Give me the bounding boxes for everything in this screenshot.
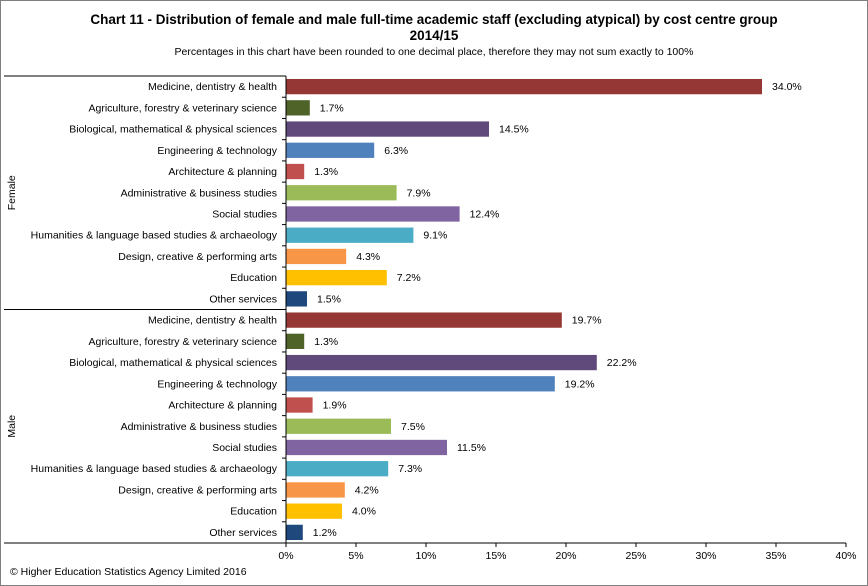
data-label: 1.2% [313,527,337,539]
data-label: 1.9% [323,400,347,412]
data-label: 4.2% [355,484,379,496]
chart-subtitle: Percentages in this chart have been roun… [174,46,694,58]
bar-female-design-creative-performing-arts [286,248,347,265]
data-label: 22.2% [607,357,637,369]
data-label: 19.2% [565,378,595,390]
group-label-male: Male [6,415,18,438]
bar-male-architecture-planning [286,397,313,413]
data-label: 7.9% [407,187,431,199]
data-label: 4.3% [356,251,380,263]
bar-male-engineering-technology [286,376,555,392]
category-label-design-creative-performing-arts: Design, creative & performing arts [118,484,277,496]
copyright-footer: © Higher Education Statistics Agency Lim… [10,566,247,578]
category-label-medicine-dentistry-health: Medicine, dentistry & health [148,315,277,327]
category-label-administrative-business-studies: Administrative & business studies [121,421,277,433]
bar-male-medicine-dentistry-health [286,312,562,328]
bar-male-administrative-business-studies [286,418,391,434]
bar-female-social-studies [286,206,460,222]
bar-male-biological-mathematical-physical-sciences [286,354,597,371]
data-label: 1.3% [314,336,338,348]
x-tick-label: 40% [835,550,856,562]
category-label-biological-mathematical-physical-sciences: Biological, mathematical & physical scie… [69,124,277,136]
category-label-administrative-business-studies: Administrative & business studies [121,187,277,199]
bar-male-other-services [286,524,303,541]
bar-male-social-studies [286,439,447,456]
bar-male-education [286,503,342,519]
bar-male-design-creative-performing-arts [286,482,345,498]
category-label-other-services: Other services [209,293,277,305]
chart-title: Chart 11 - Distribution of female and ma… [90,12,778,27]
category-label-agriculture-forestry-veterinary-science: Agriculture, forestry & veterinary scien… [89,336,278,348]
bar-female-medicine-dentistry-health [286,78,762,95]
category-label-biological-mathematical-physical-sciences: Biological, mathematical & physical scie… [69,357,277,369]
bar-female-engineering-technology [286,142,375,158]
x-tick-label: 15% [485,550,506,562]
category-label-medicine-dentistry-health: Medicine, dentistry & health [148,81,277,93]
data-label: 12.4% [470,208,500,220]
data-label: 1.3% [314,166,338,178]
x-tick-label: 0% [278,550,293,562]
data-label: 9.1% [423,230,447,242]
category-label-social-studies: Social studies [212,442,277,454]
bar-male-agriculture-forestry-veterinary-science [286,333,305,349]
bar-female-agriculture-forestry-veterinary-science [286,100,310,116]
data-label: 11.5% [457,442,486,454]
bar-female-biological-mathematical-physical-sciences [286,121,489,137]
category-label-humanities-language-based-studies-archaeology: Humanities & language based studies & ar… [31,230,278,242]
group-label-female: Female [6,175,18,210]
x-tick-label: 30% [695,550,716,562]
category-label-engineering-technology: Engineering & technology [157,145,277,157]
data-label: 4.0% [352,506,376,518]
category-label-agriculture-forestry-veterinary-science: Agriculture, forestry & veterinary scien… [89,102,278,114]
bar-female-humanities-language-based-studies-archaeology [286,227,414,243]
bar-male-humanities-language-based-studies-archaeology [286,461,389,477]
data-label: 19.7% [572,315,602,327]
category-label-other-services: Other services [209,527,277,539]
bar-female-architecture-planning [286,163,305,180]
data-label: 7.5% [401,421,425,433]
category-label-engineering-technology: Engineering & technology [157,378,277,390]
category-label-humanities-language-based-studies-archaeology: Humanities & language based studies & ar… [31,463,278,475]
x-tick-label: 25% [625,550,646,562]
data-label: 7.3% [398,463,422,475]
data-label: 34.0% [772,81,802,93]
data-label: 6.3% [384,145,408,157]
category-label-social-studies: Social studies [212,208,277,220]
category-label-education: Education [230,506,277,518]
category-label-architecture-planning: Architecture & planning [168,166,277,178]
x-tick-label: 20% [555,550,576,562]
chart-title-year: 2014/15 [409,28,459,43]
data-label: 1.5% [317,293,341,305]
x-tick-label: 5% [348,550,363,562]
data-label: 7.2% [397,272,421,284]
category-label-education: Education [230,272,277,284]
x-tick-label: 35% [765,550,786,562]
bar-female-education [286,270,387,286]
data-label: 1.7% [320,102,344,114]
category-label-architecture-planning: Architecture & planning [168,400,277,412]
bar-female-administrative-business-studies [286,185,397,201]
bar-female-other-services [286,291,307,307]
data-label: 14.5% [499,124,529,136]
x-tick-label: 10% [415,550,436,562]
category-label-design-creative-performing-arts: Design, creative & performing arts [118,251,277,263]
